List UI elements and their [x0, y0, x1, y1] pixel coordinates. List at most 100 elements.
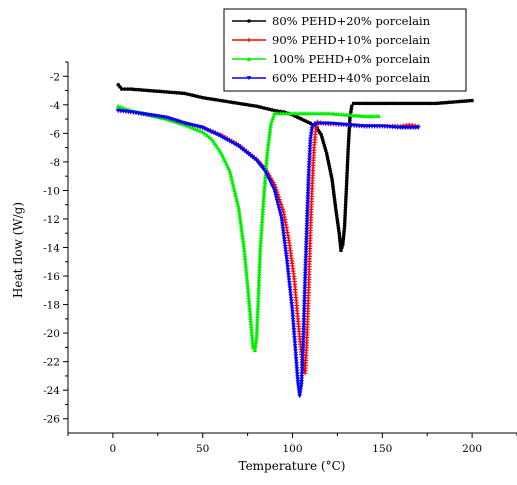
series-point	[267, 179, 273, 184]
series-point	[235, 200, 240, 205]
series-point	[305, 184, 311, 189]
series-point	[299, 380, 304, 385]
series-point	[238, 217, 243, 222]
series-point	[346, 152, 350, 157]
series-point	[285, 270, 291, 275]
series-point	[307, 153, 312, 158]
series-point	[276, 206, 282, 211]
series-point	[300, 341, 306, 346]
series-point	[244, 274, 250, 279]
series-point	[245, 290, 251, 295]
series-point	[172, 90, 177, 95]
series-point	[418, 101, 423, 106]
series-point	[126, 87, 130, 91]
series-point	[293, 354, 299, 359]
series-point	[413, 101, 418, 106]
series-point	[261, 195, 267, 200]
series-point	[131, 87, 136, 92]
series-point	[289, 301, 294, 307]
series-point	[234, 143, 239, 148]
series-point	[283, 249, 289, 254]
series-point	[306, 179, 311, 184]
series-point	[248, 318, 254, 323]
series-point	[303, 248, 309, 253]
series-point	[238, 220, 243, 225]
series-point	[245, 284, 251, 290]
series-point	[129, 87, 133, 91]
series-point	[305, 202, 310, 207]
y-tick-label: -26	[43, 414, 60, 426]
series-point	[279, 217, 285, 222]
series-point	[281, 232, 286, 237]
series-point	[259, 224, 265, 229]
x-tick-label: 150	[372, 443, 392, 455]
axes: 0 50 100 150 200 -2 -4 -6 -8 -10 -12 -14 -16 -18 -20 -2…	[43, 61, 517, 455]
series-point	[305, 199, 310, 204]
series-point	[268, 123, 273, 128]
series-point	[253, 342, 258, 347]
series-point	[289, 307, 295, 312]
series-point	[376, 113, 382, 119]
series-point	[277, 209, 283, 214]
series-point	[273, 193, 279, 198]
series-point	[254, 335, 259, 340]
series-point	[341, 240, 345, 244]
series-point	[302, 287, 308, 292]
series-point	[305, 207, 310, 212]
series-point	[252, 345, 258, 350]
series-point	[275, 201, 281, 206]
series-point	[271, 113, 276, 118]
series-point	[457, 99, 462, 104]
series-point	[244, 271, 249, 276]
series-point	[240, 232, 245, 237]
series-point	[345, 171, 349, 175]
series-point	[285, 267, 291, 272]
series-point	[306, 160, 312, 166]
series-point	[247, 310, 253, 315]
series-point	[346, 144, 351, 149]
series-point	[274, 198, 280, 204]
series-point	[299, 374, 305, 379]
series-point	[349, 107, 354, 111]
series-point	[262, 180, 268, 185]
series-point	[227, 170, 233, 175]
series-point	[342, 226, 347, 231]
series-point	[207, 129, 212, 134]
series-point	[257, 258, 263, 263]
series-point	[302, 284, 308, 289]
series-point	[344, 187, 349, 191]
series-point	[346, 155, 350, 159]
series-line	[117, 84, 473, 251]
series-point	[300, 356, 305, 361]
series-point	[237, 212, 242, 217]
series-point	[344, 197, 348, 202]
series-point	[300, 338, 306, 343]
series-point	[307, 147, 313, 152]
series-point	[197, 128, 203, 133]
series-point	[257, 263, 262, 268]
series-point	[263, 174, 268, 180]
series-point	[139, 88, 143, 92]
series-point	[272, 191, 278, 196]
series-point	[304, 215, 310, 220]
series-point	[307, 158, 312, 163]
series-point	[301, 330, 306, 335]
series-point	[299, 372, 305, 377]
series-point	[341, 237, 346, 242]
series-point	[255, 311, 260, 316]
series-point	[256, 271, 262, 276]
series-point	[293, 349, 298, 354]
series-point	[257, 261, 262, 266]
series-point	[256, 274, 262, 279]
series-point	[233, 192, 238, 198]
series-point	[301, 315, 307, 320]
series-point	[357, 101, 361, 106]
legend-label: 60% PEHD+40% porcelain	[272, 71, 431, 85]
series-point	[235, 202, 241, 207]
series-point	[272, 188, 277, 193]
series-point	[303, 269, 308, 274]
series-point	[257, 255, 263, 261]
series-point	[354, 101, 359, 106]
series-point	[347, 131, 351, 136]
series-point	[285, 262, 290, 267]
